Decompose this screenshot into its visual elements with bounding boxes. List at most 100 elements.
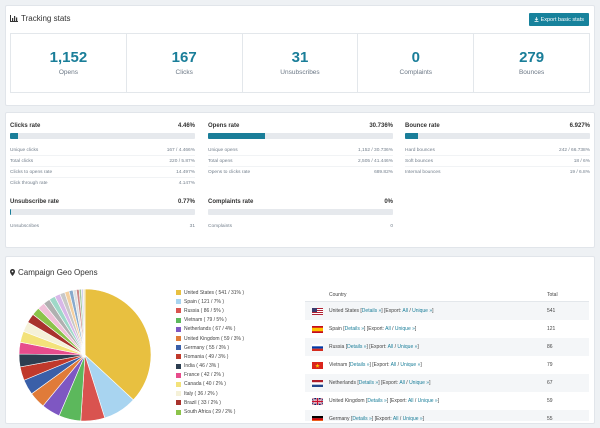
export-all-link[interactable]: All	[392, 416, 399, 421]
pie-slice	[82, 288, 86, 356]
details-link[interactable]: Details »	[367, 398, 387, 404]
legend-swatch	[176, 381, 181, 387]
rate-row-label: Clicks to opens rate	[10, 169, 53, 175]
geo-pie-chart	[18, 288, 152, 421]
bounce-rate-title: Bounce rate	[405, 123, 440, 129]
rate-row-label: Total clicks	[10, 158, 34, 164]
export-unique-link[interactable]: Unique »	[417, 398, 438, 404]
rate-row: Total clicks 220 / 5.87%	[10, 156, 195, 167]
rate-row-label: Click through rate	[10, 181, 48, 186]
geo-table: Country Total United States [Details »] …	[305, 289, 589, 421]
legend-item: Spain ( 121 / 7% )	[176, 297, 244, 306]
legend-item: United Kingdom ( 59 / 3% )	[176, 334, 244, 343]
rate-row: Total opens 2,505 / 41.446%	[208, 156, 393, 167]
export-all-link[interactable]: All	[407, 398, 414, 404]
legend-swatch	[176, 345, 181, 351]
rate-row-value: 4.147%	[178, 181, 195, 186]
export-all-link[interactable]: All	[402, 308, 408, 314]
legend-swatch	[176, 326, 181, 332]
total-cell: 55	[547, 416, 553, 421]
details-link[interactable]: Details »	[352, 416, 372, 421]
rate-row: Unsubscribes 31	[10, 221, 195, 232]
country-cell: Vietnam [Details »] [Export: All / Uniqu…	[329, 362, 422, 368]
rate-row-value: 0	[390, 224, 393, 229]
country-cell: Netherlands [Details »] [Export: All / U…	[329, 380, 431, 386]
legend-label: Germany ( 55 / 3% )	[184, 344, 230, 351]
legend-label: Vietnam ( 79 / 5% )	[184, 317, 227, 324]
export-unique-link[interactable]: Unique »	[397, 344, 418, 350]
legend-swatch	[176, 336, 181, 342]
details-link[interactable]: Details »	[344, 326, 365, 332]
details-link[interactable]: Details »	[361, 308, 382, 314]
country-cell: Russia [Details »] [Export: All / Unique…	[329, 344, 419, 350]
geo-table-row: Russia [Details »] [Export: All / Unique…	[305, 338, 589, 356]
total-cell: 86	[547, 344, 553, 350]
export-all-link[interactable]: All	[387, 344, 394, 350]
opens-rate-title: Opens rate	[208, 123, 240, 129]
rate-row: Click through rate 4.147%	[10, 178, 195, 189]
clicks-rate-fill	[10, 133, 19, 139]
country-name: Vietnam	[329, 362, 349, 368]
us-flag-icon	[311, 307, 323, 315]
geo-table-row: Spain [Details »] [Export: All / Unique …	[305, 320, 589, 338]
rate-row-value: 220 / 5.87%	[169, 158, 195, 164]
export-unique-link[interactable]: Unique »	[412, 308, 433, 314]
export-unique-link[interactable]: Unique »	[409, 380, 430, 386]
col-country-header: Country	[329, 292, 347, 298]
rate-row-label: Complaints	[208, 224, 232, 229]
legend-label: France ( 42 / 2% )	[184, 372, 225, 379]
legend-label: Russia ( 86 / 5% )	[184, 307, 224, 314]
rate-row-value: 31	[189, 224, 195, 229]
export-basic-stats-button[interactable]: Export basic stats	[528, 13, 589, 26]
country-cell: United Kingdom [Details »] [Export: All …	[329, 398, 440, 404]
rate-row: Opens to clicks rate 689.82%	[208, 167, 393, 178]
rate-row: Unique clicks 167 / 4.466%	[10, 145, 195, 156]
opens-rate-fill	[208, 133, 265, 139]
es-flag-icon	[311, 325, 323, 333]
details-link[interactable]: Details »	[350, 362, 370, 368]
country-name: Spain	[329, 326, 344, 332]
legend-swatch	[176, 354, 181, 360]
nl-flag-icon	[311, 379, 323, 387]
legend-swatch	[176, 299, 181, 305]
export-unique-link[interactable]: Unique »	[394, 326, 415, 332]
bar-chart-icon	[10, 15, 18, 22]
pie-slice	[84, 288, 152, 401]
legend-item: United States ( 541 / 31% )	[176, 288, 244, 297]
geo-table-row: Netherlands [Details »] [Export: All / U…	[305, 374, 589, 392]
export-all-link[interactable]: All	[399, 380, 405, 386]
complaints-rate-bar	[208, 209, 393, 215]
geo-table-header: Country Total	[305, 289, 589, 302]
legend-item: South Africa ( 29 / 2% )	[176, 407, 244, 416]
details-link[interactable]: Details »	[358, 380, 379, 386]
details-link[interactable]: Details »	[347, 344, 367, 350]
country-cell: Germany [Details »] [Export: All / Uniqu…	[329, 416, 425, 421]
legend-item: Romania ( 49 / 3% )	[176, 352, 244, 361]
export-all-link[interactable]: All	[385, 326, 391, 332]
clicks-rate-bar	[10, 133, 195, 139]
country-name: Germany	[329, 416, 351, 421]
rate-row-value: 689.82%	[374, 170, 393, 175]
export-unique-link[interactable]: Unique »	[402, 416, 423, 421]
unsubscribe-rate-bar	[10, 209, 195, 215]
export-unique-link[interactable]: Unique »	[400, 362, 421, 368]
legend-swatch	[176, 400, 181, 406]
stat-value: 0	[411, 49, 420, 67]
complaints-rate-block: Complaints rate 0% Complaints 0	[208, 199, 393, 232]
rate-row-label: Unique opens	[208, 147, 238, 153]
rate-row-value: 19 / 6.8%	[569, 170, 590, 175]
rate-row-label: Total opens	[208, 158, 233, 164]
legend-label: Canada ( 40 / 2% )	[184, 381, 226, 388]
legend-swatch	[176, 363, 181, 369]
geo-opens-panel: Campaign Geo Opens United States ( 541 /…	[5, 256, 595, 424]
stat-label: Clicks	[175, 68, 193, 76]
tracking-stats-panel: Tracking stats Export basic stats 1,152 O…	[5, 5, 595, 106]
bounce-rate-bar	[405, 133, 590, 139]
geo-table-row: Germany [Details »] [Export: All / Uniqu…	[305, 410, 589, 421]
rate-row-value: 14.497%	[176, 169, 195, 175]
legend-swatch	[176, 372, 181, 378]
export-all-link[interactable]: All	[390, 362, 397, 368]
legend-label: Spain ( 121 / 7% )	[184, 298, 225, 305]
legend-item: Vietnam ( 79 / 5% )	[176, 316, 244, 325]
col-total-header: Total	[547, 292, 558, 298]
